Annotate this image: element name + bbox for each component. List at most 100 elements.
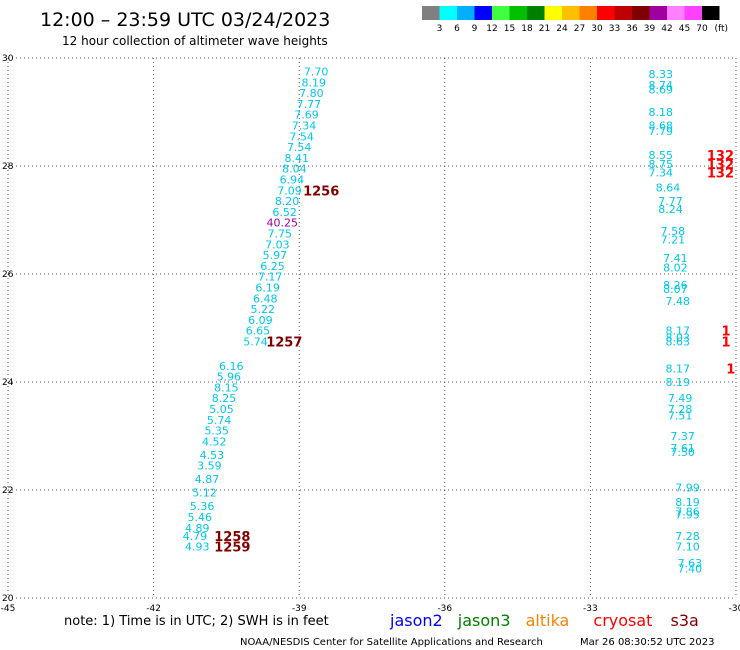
wave-height-value: 5.74 — [243, 336, 268, 349]
legend-label: 27 — [574, 24, 585, 34]
legend-label: 9 — [472, 24, 478, 34]
wave-height-value: 4.79 — [183, 530, 208, 543]
x-tick-label: -39 — [292, 604, 307, 614]
legend-label: 15 — [504, 24, 515, 34]
wave-height-value: 4.52 — [202, 435, 227, 448]
pass-number: 132 — [707, 166, 734, 181]
legend-label: 24 — [556, 24, 568, 34]
wave-height-value: 5.74 — [207, 414, 232, 427]
x-tick-label: -30 — [729, 604, 740, 614]
legend-swatch — [632, 6, 650, 20]
wave-height-value: 5.22 — [251, 303, 276, 316]
pass-number: 132 — [707, 149, 734, 164]
wave-height-value: 6.16 — [219, 360, 244, 373]
wave-height-value: 7.17 — [258, 271, 283, 284]
wave-height-value: 8.41 — [285, 152, 310, 165]
legend-swatch — [492, 6, 510, 20]
wave-height-value: 7.70 — [304, 66, 329, 79]
y-tick-label: 30 — [2, 54, 14, 64]
wave-height-value: 6.25 — [260, 260, 285, 273]
wave-height-value: 6.94 — [280, 174, 305, 187]
wave-height-value: 8.07 — [663, 283, 688, 296]
wave-height-value: 7.69 — [294, 109, 319, 122]
wave-height-value: 7.99 — [675, 481, 700, 494]
axis-tick-labels: -45 -42 -39 -36 -33 -30 30 28 26 24 22 20 — [1, 54, 740, 614]
pass-number: 132 — [707, 158, 734, 173]
wave-height-value: 8.15 — [214, 381, 239, 394]
wave-height-value: 7.34 — [292, 120, 317, 133]
wave-height-value: 7.37 — [670, 430, 695, 443]
wave-height-value: 7.58 — [661, 225, 686, 238]
footer-note: note: 1) Time is in UTC; 2) SWH is in fe… — [64, 614, 329, 629]
color-legend: 3 6 9 12 15 18 21 24 27 30 33 36 39 42 45 70 (ft) — [422, 6, 728, 34]
legend-label: 33 — [609, 24, 620, 34]
wave-height-value: 8.63 — [666, 336, 691, 349]
y-tick-label: 26 — [2, 270, 14, 280]
wave-height-value: 7.09 — [277, 184, 302, 197]
wave-height-value: 7.10 — [675, 541, 700, 554]
wave-height-value: 7.54 — [287, 141, 312, 154]
satellite-altika: altika — [526, 611, 570, 630]
wave-height-value: 8.19 — [302, 76, 327, 89]
wave-height-value: 7.80 — [299, 87, 324, 100]
x-tick-label: -36 — [437, 604, 452, 614]
legend-swatch — [702, 6, 720, 20]
legend-swatch — [474, 6, 492, 20]
satellite-s3a: s3a — [671, 611, 699, 630]
wave-height-value: 7.41 — [663, 252, 688, 265]
legend-swatch — [667, 6, 685, 20]
pass-number: 1259 — [214, 541, 250, 556]
y-tick-label: 28 — [2, 162, 14, 172]
wave-height-value: 7.75 — [268, 228, 293, 241]
legend-swatch — [649, 6, 667, 20]
wave-height-value: 40.25 — [266, 217, 298, 230]
satellite-legend: jason2 jason3 altika cryosat s3a — [389, 611, 699, 630]
legend-swatch — [509, 6, 527, 20]
legend-swatch — [614, 6, 632, 20]
legend-label: 36 — [626, 24, 638, 34]
wave-height-value: 3.59 — [197, 460, 222, 473]
chart-title: 12:00 – 23:59 UTC 03/24/2023 — [40, 9, 330, 31]
legend-swatch — [684, 6, 702, 20]
wave-height-value: 8.04 — [282, 163, 307, 176]
legend-swatch — [544, 6, 562, 20]
pass-number: 1 — [721, 325, 730, 340]
wave-height-value: 7.03 — [265, 238, 290, 251]
legend-label: 6 — [454, 24, 460, 34]
wave-height-value: 4.53 — [200, 449, 225, 462]
legend-label: 12 — [486, 24, 497, 34]
wave-height-value: 7.48 — [666, 295, 691, 308]
legend-label: 45 — [679, 24, 690, 34]
wave-height-value: 8.02 — [663, 262, 688, 275]
y-tick-label: 20 — [2, 594, 14, 604]
x-tick-label: -33 — [583, 604, 598, 614]
wave-height-value: 6.48 — [253, 292, 278, 305]
legend-swatch — [562, 6, 580, 20]
wave-height-value: 8.20 — [275, 195, 300, 208]
wave-height-value: 7.50 — [670, 446, 695, 459]
pass-number: 1256 — [303, 184, 339, 199]
wave-height-value: 8.74 — [649, 79, 674, 92]
wave-height-value: 5.97 — [263, 249, 288, 262]
legend-swatch — [579, 6, 597, 20]
wave-height-value: 4.87 — [195, 473, 220, 486]
pass-number: 1 — [721, 336, 730, 351]
wave-height-value: 7.28 — [668, 403, 693, 416]
x-tick-label: -45 — [1, 604, 16, 614]
wave-height-value: 8.19 — [666, 376, 691, 389]
legend-label: 39 — [644, 24, 656, 34]
satellite-jason3: jason3 — [457, 611, 511, 630]
wave-height-value: 4.89 — [185, 522, 210, 535]
x-tick-label: -42 — [146, 604, 161, 614]
legend-label: 42 — [661, 24, 672, 34]
wave-height-value: 6.19 — [255, 282, 280, 295]
legend-swatch — [527, 6, 545, 20]
wave-height-value: 7.61 — [670, 442, 695, 455]
satellite-jason2: jason2 — [389, 611, 443, 630]
wave-height-value: 5.12 — [192, 487, 217, 500]
wave-height-value: 7.95 — [675, 508, 700, 521]
plot-area: -45-42-39-36-33-30302826242220 7.708.197… — [1, 54, 740, 614]
wave-height-value: 8.03 — [666, 332, 691, 345]
y-tick-label: 22 — [2, 486, 13, 496]
chart-subtitle: 12 hour collection of altimeter wave hei… — [62, 34, 328, 48]
